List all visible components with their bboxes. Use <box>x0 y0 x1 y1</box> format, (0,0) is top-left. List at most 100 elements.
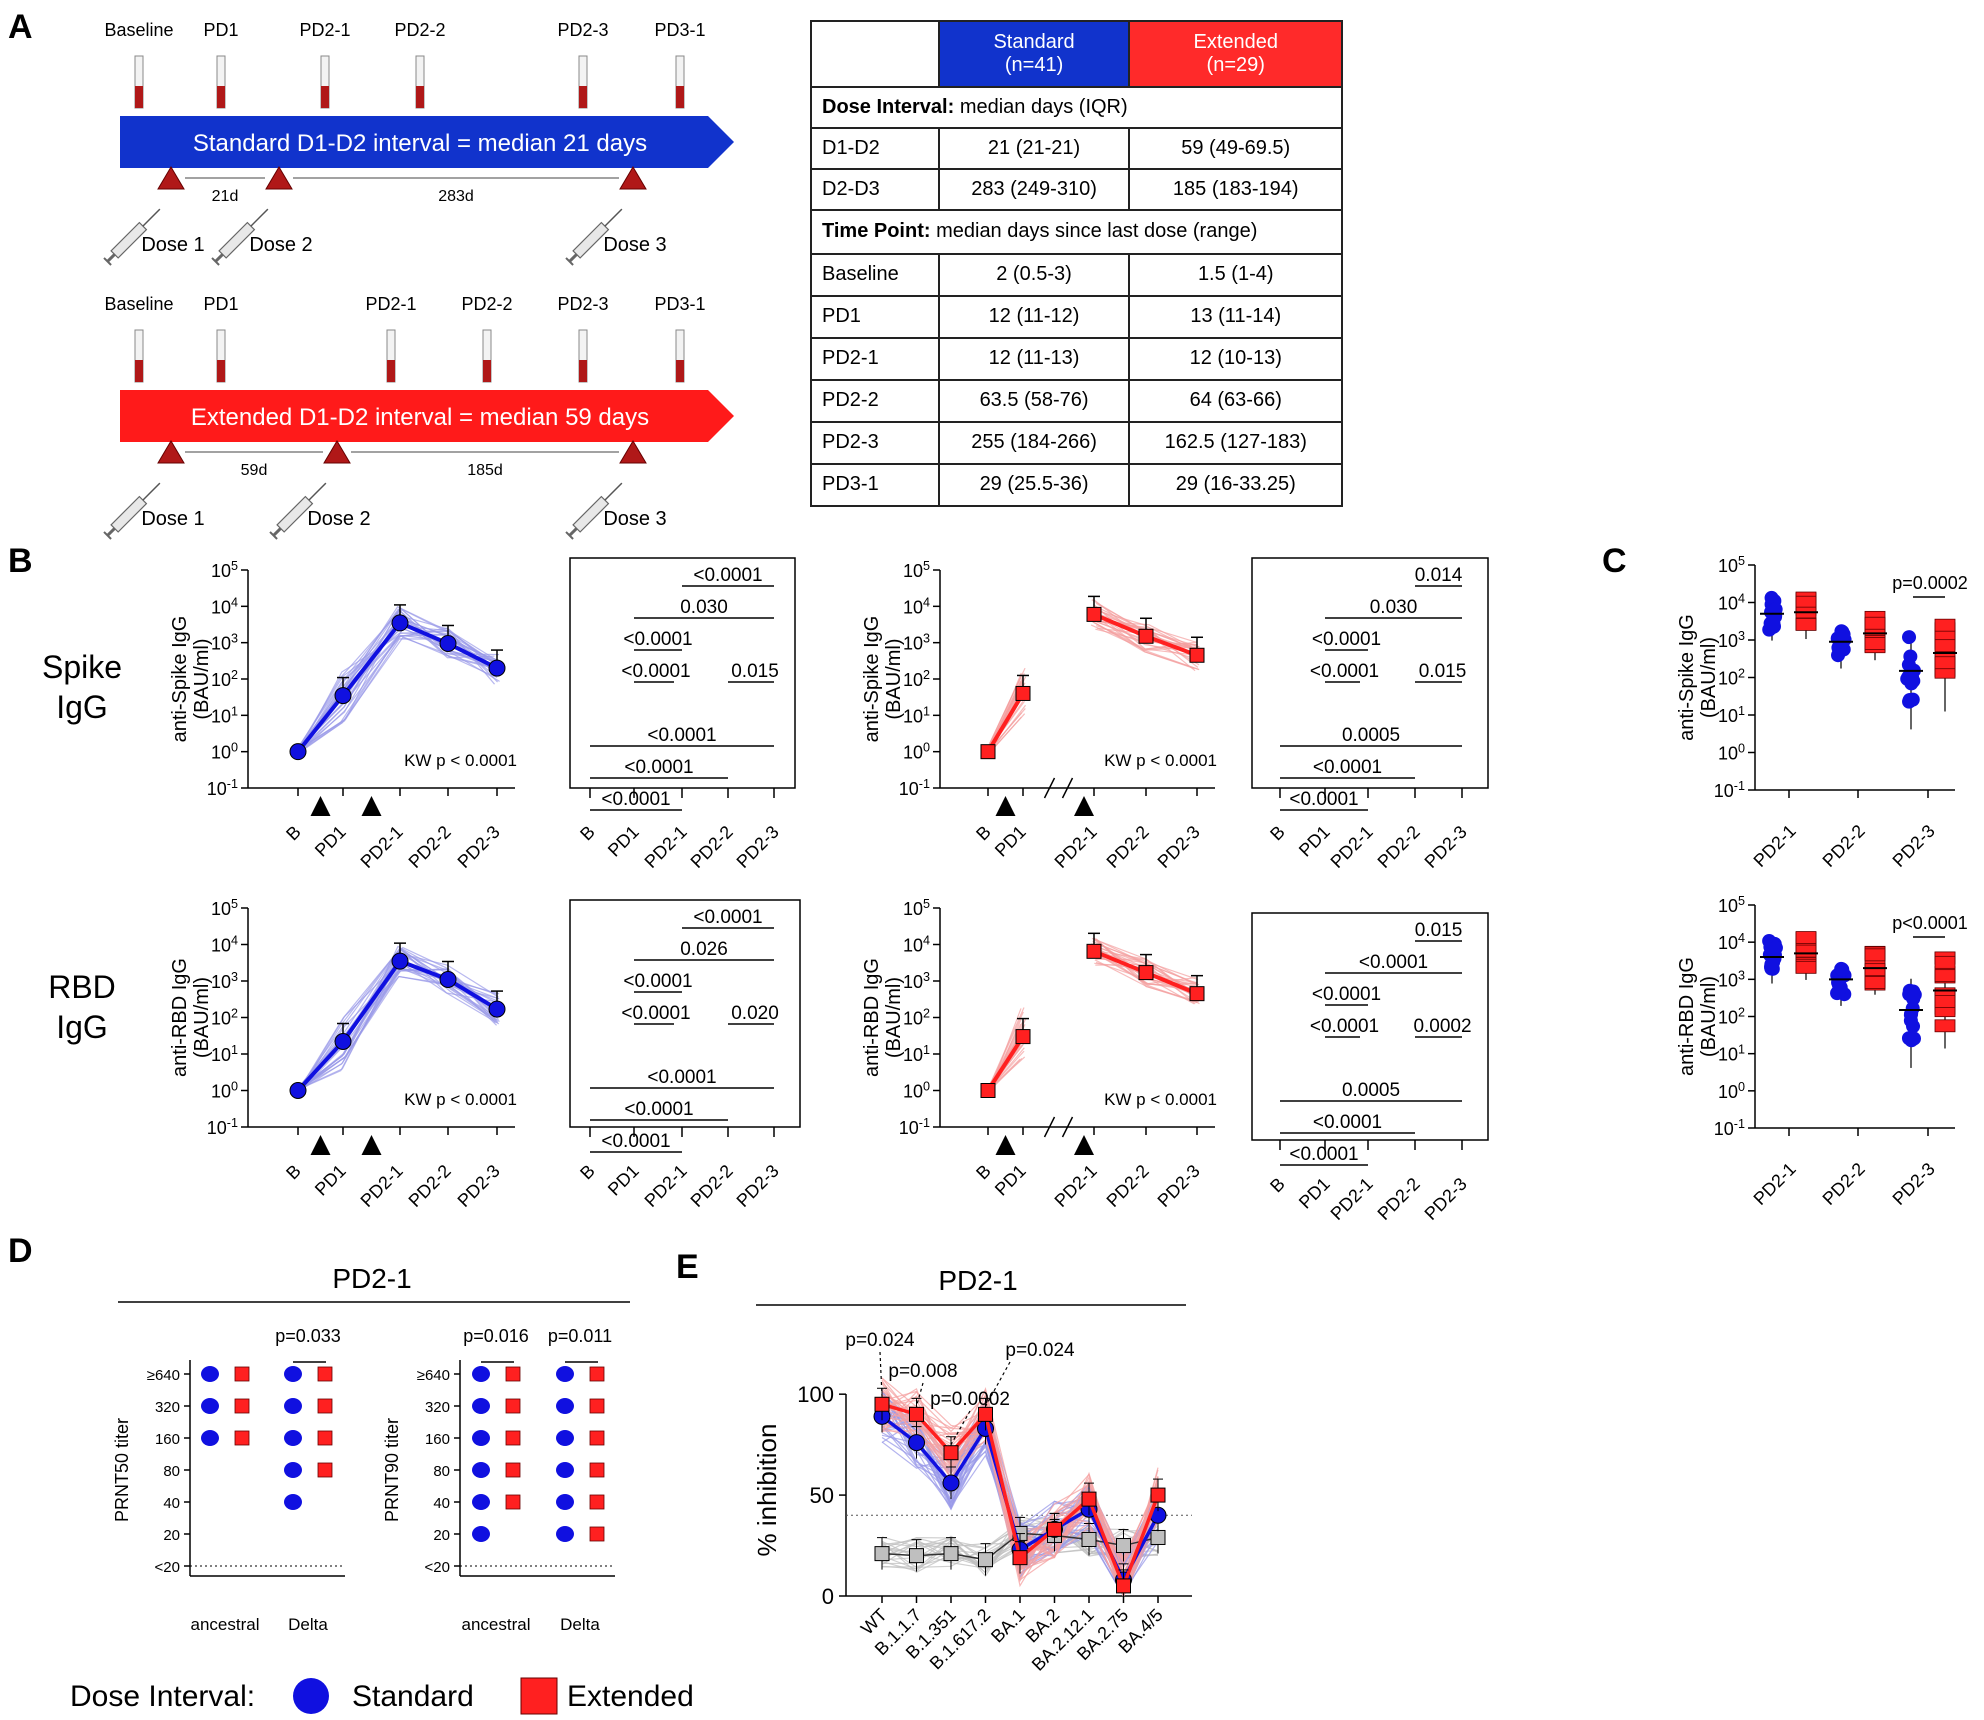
dose-label: Dose 2 <box>307 508 370 530</box>
data-point <box>505 1494 521 1510</box>
y-tick-label: 320 <box>155 1399 180 1416</box>
x-tick-label: PD1 <box>311 1161 350 1200</box>
x-tick-label: PD2-3 <box>454 1161 504 1211</box>
syringe-plunger-icon <box>272 527 282 537</box>
x-tick-label: PD2-1 <box>1327 1174 1377 1224</box>
blood-fill-icon <box>676 86 684 108</box>
y-axis-label: (BAU/ml) <box>1698 976 1720 1057</box>
data-point <box>488 659 506 677</box>
y-tick-label: 100 <box>211 1080 238 1102</box>
y-tick-label: 101 <box>1718 704 1745 726</box>
y-axis-label: PRNT50 titer <box>112 1418 132 1522</box>
data-point <box>1906 673 1921 688</box>
data-point <box>556 1462 574 1478</box>
dose-label: Dose 1 <box>141 508 204 530</box>
x-tick-label: PD2-2 <box>1374 1174 1424 1224</box>
y-tick-label: 100 <box>797 1382 834 1407</box>
legend-label: Standard <box>352 1680 474 1713</box>
data-point <box>505 1398 521 1414</box>
data-point <box>1012 1550 1028 1566</box>
x-tick-label: PD1 <box>311 822 350 861</box>
data-point <box>1835 962 1850 977</box>
x-tick-label: PD2-2 <box>1819 821 1869 871</box>
y-tick-label: <20 <box>155 1559 180 1576</box>
timepoint-label: Baseline <box>104 20 173 40</box>
x-tick-label: PD2-1 <box>1051 1161 1101 1211</box>
y-tick-label: 40 <box>163 1495 180 1512</box>
blood-fill-icon <box>387 360 395 382</box>
blood-fill-icon <box>135 360 143 382</box>
x-tick-label: Delta <box>560 1615 600 1634</box>
gap-label: 21d <box>212 188 239 205</box>
data-point <box>1764 957 1779 972</box>
data-point <box>556 1366 574 1382</box>
annotation-leader <box>950 1410 971 1446</box>
y-tick-label: 100 <box>211 741 238 763</box>
p-value: <0.0001 <box>1289 789 1358 810</box>
row-label: Spike <box>42 649 122 685</box>
p-value: <0.0001 <box>1359 952 1428 973</box>
cell-extended: 185 (183-194) <box>1128 167 1343 211</box>
data-point <box>1768 940 1783 955</box>
data-point <box>1830 986 1845 1001</box>
y-tick-label: 103 <box>211 632 238 654</box>
panel-letter: A <box>8 8 33 46</box>
y-axis-label: (BAU/ml) <box>1698 637 1720 718</box>
y-tick-label: 20 <box>433 1527 450 1544</box>
syringe-grip-icon <box>103 531 112 540</box>
x-tick-label: PD2-1 <box>1051 822 1101 872</box>
blood-fill-icon <box>217 86 225 108</box>
y-tick-label: 100 <box>1718 742 1745 764</box>
individual-line <box>300 634 501 753</box>
syringe-grip-icon <box>103 257 112 266</box>
x-tick-label: PD1 <box>604 1161 643 1200</box>
pvalue-box <box>1251 912 1489 1141</box>
y-tick-label: 104 <box>903 595 930 617</box>
data-point <box>1150 1487 1166 1503</box>
section-dose-interval: Dose Interval: median days (IQR) <box>810 85 1343 129</box>
syringe-plunger-icon <box>568 527 578 537</box>
data-point <box>589 1462 605 1478</box>
data-point <box>505 1430 521 1446</box>
median-line <box>986 692 1025 753</box>
cell-extended: 12 (10-13) <box>1128 336 1343 381</box>
header-extended: Extended (n=29) <box>1128 20 1343 88</box>
data-point <box>201 1398 219 1414</box>
syringe-needle-icon <box>142 482 161 501</box>
blood-fill-icon <box>483 360 491 382</box>
data-point <box>284 1366 302 1382</box>
syringe-icon <box>103 208 161 266</box>
p-value: 0.026 <box>680 939 728 960</box>
panel-letter: B <box>8 542 33 580</box>
y-axis-label: anti-Spike IgG <box>169 616 191 743</box>
legend-extended-marker <box>520 1677 558 1715</box>
individual-line <box>881 1394 1159 1597</box>
data-point <box>1795 618 1817 631</box>
p-value: <0.0001 <box>647 1067 716 1088</box>
data-point <box>589 1366 605 1382</box>
syringe-needle-icon <box>604 208 623 227</box>
y-tick-label: 104 <box>211 934 238 956</box>
data-point <box>1934 995 1956 1008</box>
data-point <box>556 1398 574 1414</box>
kw-annotation: KW p < 0.0001 <box>404 751 517 770</box>
data-point <box>1795 960 1817 974</box>
y-tick-label: 10-1 <box>1714 779 1745 801</box>
data-point <box>1015 685 1031 701</box>
header-standard: Standard (n=41) <box>937 20 1131 88</box>
y-tick-label: 103 <box>1718 629 1745 651</box>
data-point <box>1864 963 1886 977</box>
p-value: 0.015 <box>1419 661 1467 682</box>
dose-arrow-icon <box>310 796 331 816</box>
x-tick-label: PD2-1 <box>641 1161 691 1211</box>
table-corner <box>810 20 940 88</box>
y-tick-label: 101 <box>211 704 238 726</box>
data-point <box>589 1494 605 1510</box>
data-point <box>943 1546 959 1562</box>
x-tick-label: PD2-2 <box>405 1161 455 1211</box>
syringe-barrel-icon <box>572 221 610 259</box>
p-value: 0.030 <box>1370 597 1418 618</box>
data-point <box>1138 628 1154 644</box>
x-tick-label: B <box>282 1161 305 1184</box>
data-point <box>317 1430 333 1446</box>
